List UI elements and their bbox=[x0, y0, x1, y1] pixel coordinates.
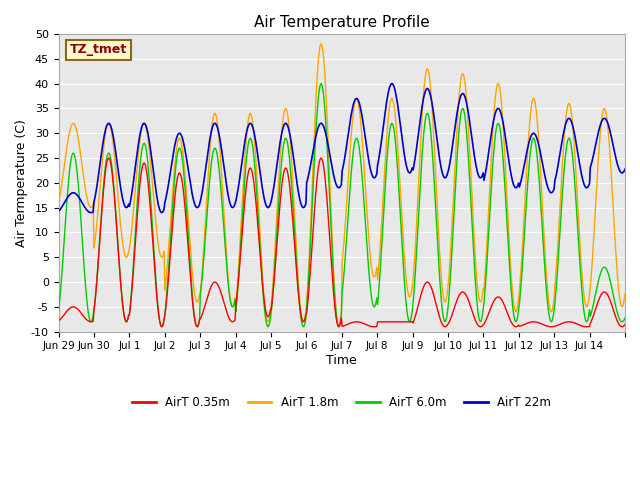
Legend: AirT 0.35m, AirT 1.8m, AirT 6.0m, AirT 22m: AirT 0.35m, AirT 1.8m, AirT 6.0m, AirT 2… bbox=[127, 391, 556, 414]
Y-axis label: Air Termperature (C): Air Termperature (C) bbox=[15, 119, 28, 247]
X-axis label: Time: Time bbox=[326, 354, 357, 367]
Text: TZ_tmet: TZ_tmet bbox=[70, 43, 127, 56]
Title: Air Temperature Profile: Air Temperature Profile bbox=[254, 15, 429, 30]
